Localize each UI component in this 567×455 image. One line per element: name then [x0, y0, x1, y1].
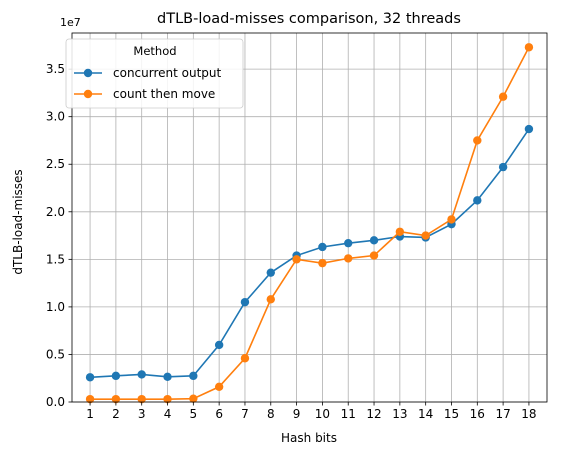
x-tick-label: 12 — [366, 407, 381, 421]
x-tick-label: 13 — [392, 407, 407, 421]
x-tick-label: 17 — [495, 407, 510, 421]
data-point — [266, 268, 275, 277]
data-point — [189, 371, 198, 381]
data-point — [214, 382, 224, 391]
x-tick-label: 9 — [293, 407, 301, 421]
data-point — [240, 297, 250, 307]
legend-marker — [83, 89, 93, 99]
y-tick-label: 2.5 — [46, 157, 65, 171]
x-tick-label: 6 — [215, 407, 223, 421]
x-tick-label: 11 — [341, 407, 356, 421]
data-point — [318, 258, 327, 268]
data-point — [137, 394, 146, 404]
x-axis-label: Hash bits — [281, 431, 337, 445]
data-point — [189, 394, 198, 403]
x-tick-label: 16 — [470, 407, 485, 421]
data-point — [473, 196, 482, 205]
data-point — [85, 373, 95, 382]
series-line — [90, 128, 530, 379]
x-tick-label: 15 — [444, 407, 459, 421]
data-point — [344, 254, 353, 263]
legend-title: Method — [133, 44, 176, 58]
series-layer — [85, 43, 534, 404]
data-point — [369, 251, 379, 260]
legend-items: concurrent output count then move — [74, 66, 222, 101]
data-point — [137, 370, 146, 379]
y-tick-label: 3.5 — [46, 62, 65, 76]
data-point — [524, 43, 534, 52]
x-tick-label: 2 — [112, 407, 120, 421]
x-tick-label: 8 — [267, 407, 275, 421]
y-tick-label: 3.0 — [46, 110, 65, 124]
data-point — [447, 215, 456, 224]
y-tick-label: 0.0 — [46, 395, 65, 409]
y-tick-label: 1.5 — [46, 252, 65, 266]
x-axis-ticks: 1 2 3 4 5 6 7 8 9 10 11 12 13 14 15 16 17 18 — [86, 402, 537, 421]
data-point — [421, 231, 430, 240]
data-point — [266, 295, 275, 304]
x-tick-label: 3 — [138, 407, 146, 421]
legend-label: concurrent output — [113, 66, 222, 80]
y-axis-offset-label: 1e7 — [60, 16, 81, 29]
data-point — [524, 124, 534, 134]
y-tick-label: 1.0 — [46, 300, 65, 314]
y-axis-ticks: 0.0 0.5 1.0 1.5 2.0 2.5 3.0 3.5 — [46, 62, 72, 409]
data-point — [163, 372, 172, 381]
x-tick-label: 18 — [521, 407, 536, 421]
legend-label: count then move — [113, 87, 215, 101]
x-tick-label: 5 — [190, 407, 198, 421]
data-point — [292, 255, 301, 264]
data-point — [85, 394, 95, 404]
x-tick-label: 14 — [418, 407, 433, 421]
data-point — [240, 354, 250, 363]
data-point — [369, 236, 379, 245]
data-point — [498, 162, 508, 172]
y-tick-label: 2.0 — [46, 205, 65, 219]
x-tick-label: 4 — [164, 407, 172, 421]
y-axis-label: dTLB-load-misses — [11, 169, 25, 274]
data-point — [111, 371, 121, 381]
data-point — [318, 242, 327, 252]
series-line — [90, 46, 530, 400]
x-tick-label: 1 — [86, 407, 94, 421]
x-tick-label: 10 — [315, 407, 330, 421]
x-tick-label: 7 — [241, 407, 249, 421]
data-point — [214, 340, 224, 350]
data-point — [395, 227, 405, 236]
data-point — [111, 394, 121, 404]
legend-marker — [83, 68, 93, 78]
data-point — [498, 92, 508, 101]
data-point — [473, 136, 482, 145]
data-point — [344, 238, 353, 248]
plot-frame — [71, 32, 548, 403]
data-point — [163, 394, 172, 404]
legend: Method concurrent output count then move — [65, 38, 244, 109]
chart-title: dTLB-load-misses comparison, 32 threads — [157, 11, 461, 27]
y-tick-label: 0.5 — [46, 347, 65, 361]
legend-box — [65, 38, 244, 109]
